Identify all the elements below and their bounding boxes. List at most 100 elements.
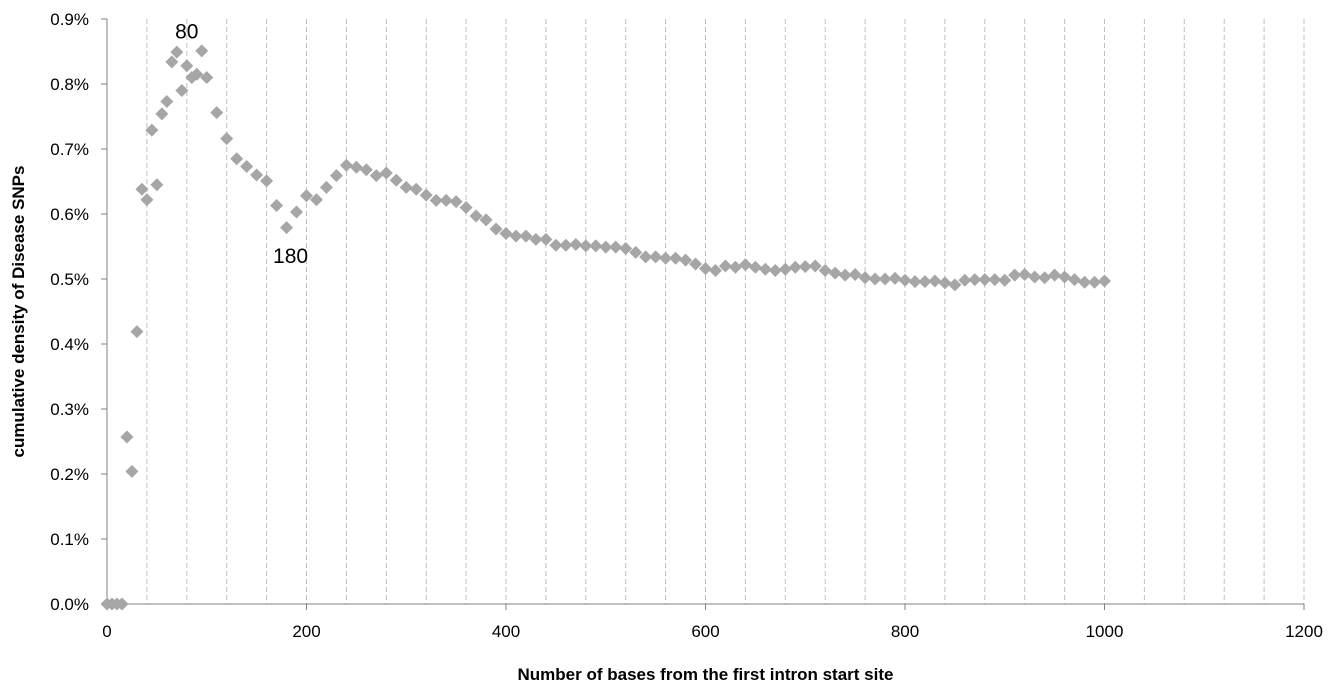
data-point	[1068, 273, 1082, 287]
data-point	[689, 257, 703, 271]
data-point	[429, 193, 443, 207]
data-point	[329, 169, 343, 183]
data-point	[978, 273, 992, 287]
data-point	[559, 238, 573, 252]
data-point	[758, 262, 772, 276]
data-point	[708, 264, 722, 278]
data-point	[938, 276, 952, 290]
data-point	[579, 239, 593, 253]
data-point	[359, 163, 373, 177]
data-point	[150, 178, 164, 192]
data-point	[918, 275, 932, 289]
data-point	[120, 430, 134, 444]
gridlines	[146, 19, 1305, 604]
data-point	[599, 240, 613, 254]
data-point	[998, 273, 1012, 287]
x-tick-label: 200	[292, 622, 320, 641]
data-point	[908, 275, 922, 289]
data-point	[1058, 270, 1072, 284]
x-tick-label: 800	[891, 622, 919, 641]
data-point	[888, 271, 902, 285]
data-point	[419, 188, 433, 202]
x-tick-label: 1200	[1285, 622, 1323, 641]
data-point	[1038, 271, 1052, 285]
data-point	[1088, 275, 1102, 289]
data-point	[489, 222, 503, 236]
data-point	[838, 268, 852, 282]
data-point	[828, 266, 842, 280]
data-point	[948, 278, 962, 292]
data-point	[768, 264, 782, 278]
data-point	[200, 71, 214, 84]
data-point	[549, 238, 563, 252]
data-point	[135, 182, 149, 196]
data-point	[988, 273, 1002, 287]
data-point	[195, 44, 209, 58]
axes	[101, 18, 1305, 610]
data-point	[210, 106, 224, 120]
data-point	[115, 597, 129, 611]
data-point	[968, 273, 982, 287]
data-point	[958, 273, 972, 287]
data-point	[878, 272, 892, 286]
data-point	[609, 240, 623, 254]
data-point	[718, 259, 732, 273]
data-point	[848, 267, 862, 281]
data-point	[125, 464, 139, 478]
data-point	[589, 239, 603, 253]
data-point	[529, 232, 543, 246]
data-point	[639, 250, 653, 264]
data-point	[469, 209, 483, 223]
data-point	[379, 166, 393, 180]
y-tick-label: 0.6%	[50, 205, 89, 224]
data-point	[479, 213, 493, 227]
y-tick-label: 0.3%	[50, 400, 89, 419]
data-point	[798, 260, 812, 274]
y-tick-label: 0.8%	[50, 75, 89, 94]
data-point	[399, 180, 413, 194]
data-point	[539, 232, 553, 246]
annotation-label: 180	[273, 245, 308, 268]
data-point	[250, 168, 264, 182]
data-point	[175, 84, 189, 97]
x-tick-label: 600	[691, 622, 719, 641]
data-point	[808, 259, 822, 273]
data-point	[1048, 268, 1062, 282]
data-point	[898, 273, 912, 287]
data-point	[509, 229, 523, 243]
data-point	[130, 325, 144, 339]
data-point	[230, 152, 244, 166]
annotation-label: 80	[175, 21, 198, 44]
data-point	[649, 250, 663, 264]
y-tick-label: 0.0%	[50, 595, 89, 614]
data-point	[260, 174, 274, 188]
data-point	[619, 241, 633, 255]
data-point	[1098, 274, 1111, 288]
data-point	[459, 201, 473, 214]
data-point	[748, 260, 762, 274]
data-point	[449, 195, 463, 209]
data-point	[519, 229, 533, 243]
data-point	[339, 158, 353, 172]
data-point	[788, 260, 802, 274]
data-point	[160, 95, 174, 109]
data-point	[1008, 268, 1022, 282]
y-tick-label: 0.1%	[50, 530, 89, 549]
data-point	[1018, 267, 1032, 281]
data-point	[858, 271, 872, 285]
data-point	[818, 264, 832, 278]
data-point	[659, 251, 673, 265]
y-tick-labels: 0.0% 0.1% 0.2% 0.3% 0.4% 0.5% 0.6% 0.7% 0.8% 0.9%	[50, 10, 89, 614]
data-point	[499, 227, 513, 240]
data-point	[728, 260, 742, 274]
data-point	[778, 262, 792, 276]
data-point	[369, 169, 383, 183]
x-tick-label: 1000	[1086, 622, 1124, 641]
data-point	[669, 251, 683, 265]
data-point	[409, 182, 423, 196]
data-point	[145, 123, 159, 137]
data-point	[155, 107, 169, 121]
x-tick-label: 400	[492, 622, 520, 641]
data-point	[309, 193, 323, 207]
